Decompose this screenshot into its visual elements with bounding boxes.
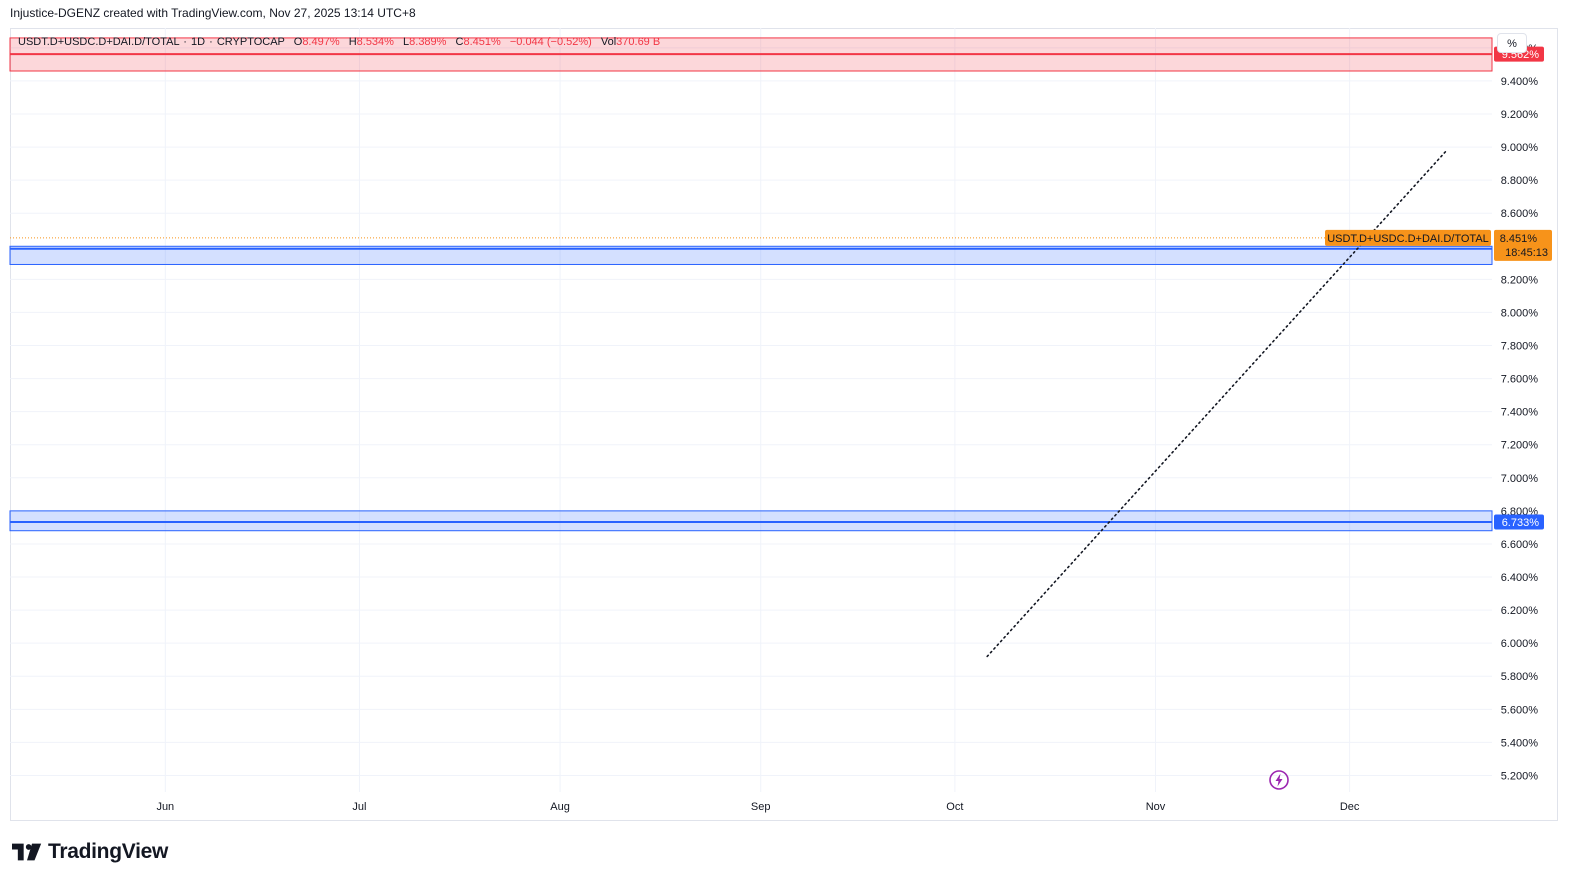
price-tick-label: 5.400% xyxy=(1501,737,1539,749)
legend-vol-label: Vol xyxy=(600,36,617,48)
price-tick-label: 7.200% xyxy=(1501,440,1539,452)
legend-vol-value: 370.69 B xyxy=(616,36,661,48)
lower-support-zone xyxy=(9,510,1493,532)
legend-low-label: L xyxy=(403,36,410,48)
chart-credit-line: Injustice-DGENZ created with TradingView… xyxy=(10,6,416,20)
price-tick-label: 6.000% xyxy=(1501,638,1539,650)
price-tick-label: 5.600% xyxy=(1501,704,1539,716)
legend-open-value: 8.497% xyxy=(302,36,340,48)
time-tick-label: Jul xyxy=(352,801,366,813)
legend-open-label: O xyxy=(293,36,303,48)
price-tick-label: 9.200% xyxy=(1501,109,1539,121)
symbol-tag-bg xyxy=(1325,229,1491,246)
tradingview-logo-icon xyxy=(12,843,42,861)
tradingview-logo[interactable]: TradingView xyxy=(12,840,168,864)
price-tick-label: 7.400% xyxy=(1501,407,1539,419)
price-axis: 5.200% 5.400% 5.600% 5.800% 6.000% 6.200% 6.40… xyxy=(1501,43,1539,783)
current-price-tag-bg xyxy=(1494,229,1552,261)
symbol-tag-label: USDT.D+USDC.D+DAI.D/TOTAL xyxy=(1327,233,1489,245)
lightning-icon[interactable] xyxy=(1268,769,1290,791)
price-tick-label: 7.600% xyxy=(1501,374,1539,386)
price-tick-label: 7.000% xyxy=(1501,473,1539,485)
price-tick-label: 8.000% xyxy=(1501,307,1539,319)
price-tags: 9.562%8.385%6.733%8.451%18:45:13USDT.D+U… xyxy=(10,46,1552,530)
lower-support-price-tag-bg xyxy=(1494,514,1544,530)
lower-support-price-tag: 6.733% xyxy=(1502,517,1540,529)
time-tick-label: Nov xyxy=(1146,801,1166,813)
price-tick-label: 5.800% xyxy=(1501,671,1539,683)
trendline-dotted xyxy=(986,149,1448,658)
upper-support-zone xyxy=(9,245,1493,265)
legend-interval[interactable]: 1D xyxy=(190,36,206,48)
time-tick-label: Aug xyxy=(550,801,570,813)
price-tick-label: 8.800% xyxy=(1501,175,1539,187)
price-tick-label: 7.800% xyxy=(1501,341,1539,353)
grid-lines xyxy=(10,28,1492,792)
legend-low-value: 8.389% xyxy=(409,36,447,48)
legend-high-label: H xyxy=(348,36,357,48)
time-tick-label: Jun xyxy=(156,801,174,813)
time-axis: Jun Jul Aug Sep Oct Nov Dec xyxy=(156,801,1359,813)
percent-scale-button[interactable]: % xyxy=(1497,33,1527,53)
time-tick-label: Sep xyxy=(751,801,771,813)
time-tick-label: Dec xyxy=(1340,801,1360,813)
current-price-label: 8.451% xyxy=(1500,233,1538,245)
price-tick-label: 6.400% xyxy=(1501,572,1539,584)
price-zones xyxy=(9,37,1493,532)
legend-symbol[interactable]: USDT.D+USDC.D+DAI.D/TOTAL xyxy=(18,36,180,48)
bar-countdown: 18:45:13 xyxy=(1505,247,1548,259)
time-tick-label: Oct xyxy=(946,801,963,813)
price-tick-label: 6.200% xyxy=(1501,605,1539,617)
price-tick-label: 5.200% xyxy=(1501,770,1539,782)
symbol-legend[interactable]: USDT.D+USDC.D+DAI.D/TOTAL · 1D · CRYPTOC… xyxy=(18,36,661,48)
tradingview-brand: TradingView xyxy=(48,840,169,863)
price-tick-label: 9.000% xyxy=(1501,142,1539,154)
price-tick-label: 6.600% xyxy=(1501,539,1539,551)
price-tick-label: 8.200% xyxy=(1501,274,1539,286)
trendline xyxy=(986,149,1448,658)
legend-exchange: CRYPTOCAP xyxy=(216,36,285,48)
legend-close-value: 8.451% xyxy=(463,36,501,48)
legend-high-value: 8.534% xyxy=(356,36,394,48)
price-tick-label: 8.600% xyxy=(1501,208,1539,220)
legend-close-label: C xyxy=(455,36,464,48)
legend-change: −0.044 (−0.52%) xyxy=(509,36,592,48)
chart-frame xyxy=(10,28,1558,821)
price-tick-label: 9.400% xyxy=(1501,76,1539,88)
